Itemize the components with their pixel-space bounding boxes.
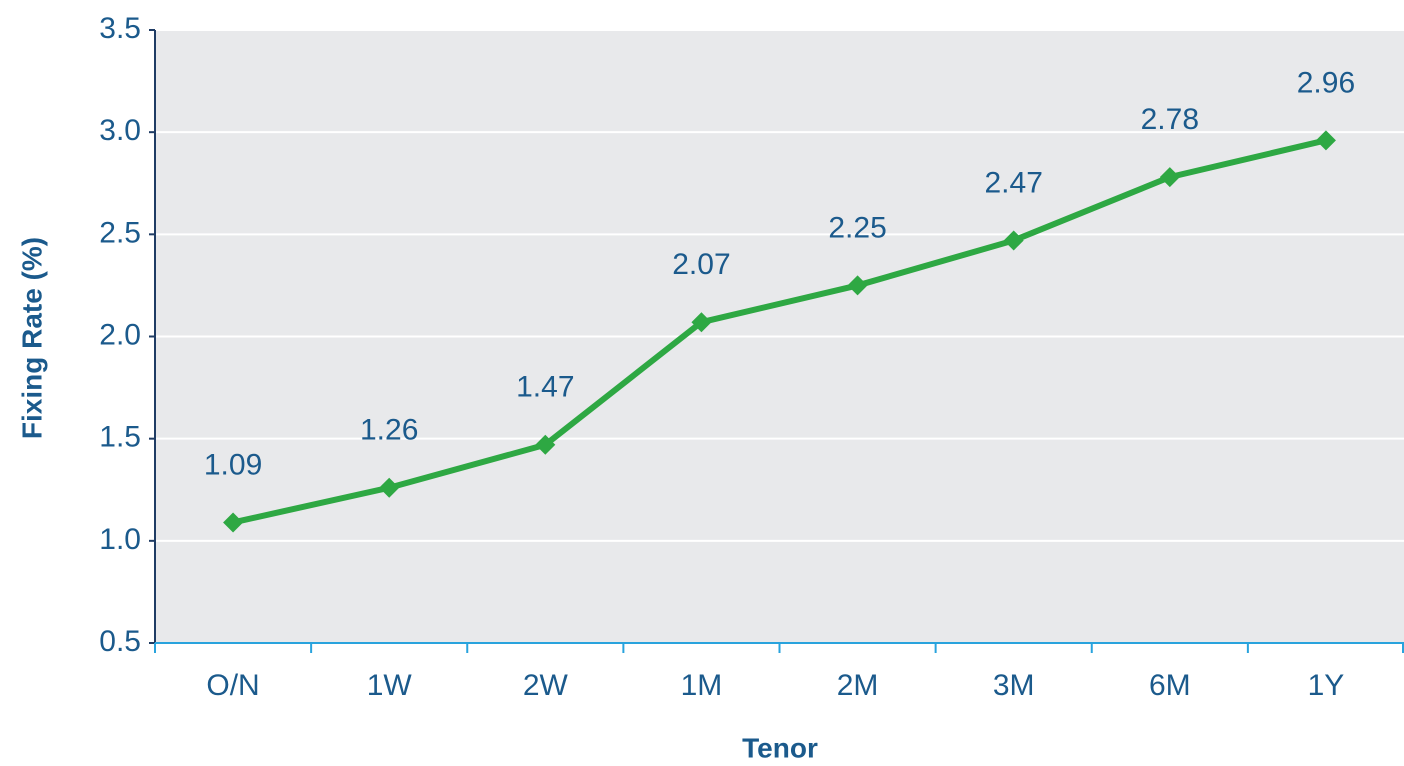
data-label: 1.47 — [516, 371, 574, 404]
data-point — [223, 512, 244, 533]
data-label: 2.25 — [828, 211, 886, 244]
data-point — [847, 275, 868, 296]
y-tick-label: 1.5 — [99, 421, 141, 454]
data-point — [1003, 230, 1024, 251]
x-tick-label: 6M — [1149, 669, 1191, 702]
y-tick-label: 2.5 — [99, 216, 141, 249]
data-label: 2.47 — [984, 166, 1042, 199]
x-tick-label: 1M — [681, 669, 723, 702]
y-tick-label: 1.0 — [99, 523, 141, 556]
x-axis-title: Tenor — [742, 732, 818, 763]
y-tick-label: 3.5 — [99, 12, 141, 45]
data-point — [691, 312, 712, 333]
y-axis-title: Fixing Rate (%) — [16, 237, 47, 439]
data-line — [232, 137, 1327, 526]
data-point — [1315, 130, 1336, 151]
data-label: 2.78 — [1141, 103, 1199, 136]
y-tick-label: 2.0 — [99, 318, 141, 351]
x-tick-label: 1Y — [1308, 669, 1345, 702]
y-tick-label: 0.5 — [99, 625, 141, 658]
data-label: 1.26 — [360, 414, 418, 447]
y-tick-label: 3.0 — [99, 114, 141, 147]
x-tick-label: 2M — [837, 669, 879, 702]
x-tick-label: 2W — [523, 669, 569, 702]
data-point — [535, 434, 556, 455]
data-point — [379, 477, 400, 498]
x-tick-label: 3M — [993, 669, 1035, 702]
data-label: 2.96 — [1297, 66, 1355, 99]
x-tick-label: O/N — [206, 669, 259, 702]
x-tick-label: 1W — [367, 669, 413, 702]
data-label: 2.07 — [672, 248, 730, 281]
data-label: 1.09 — [204, 448, 262, 481]
data-point — [1159, 167, 1180, 188]
